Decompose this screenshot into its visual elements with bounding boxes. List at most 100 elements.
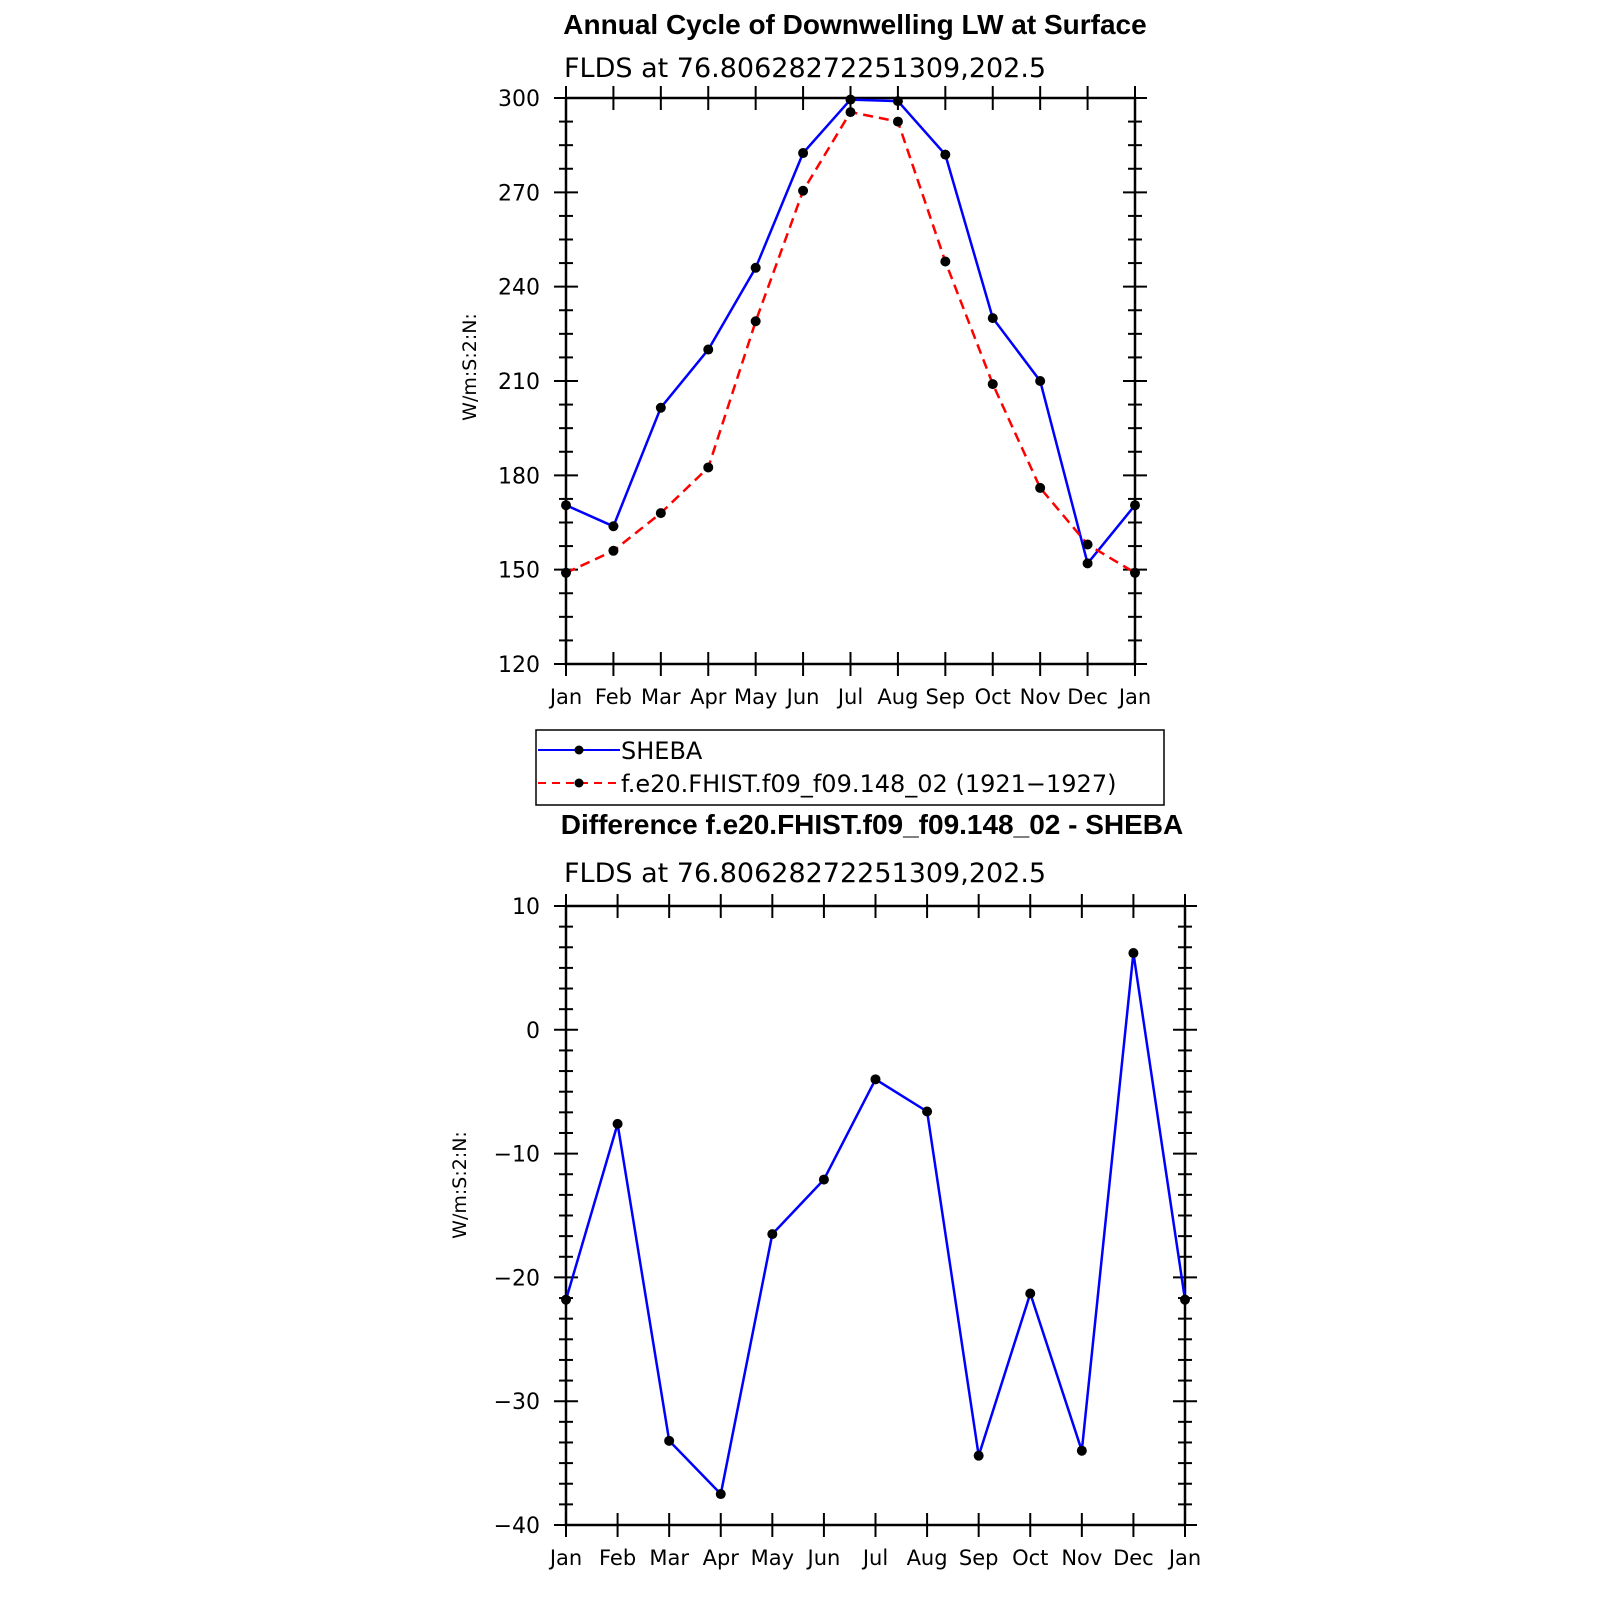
data-point-0	[940, 149, 951, 160]
x-tick-label: Nov	[1061, 1546, 1102, 1570]
data-point-1	[561, 567, 571, 578]
y-tick-label: 210	[498, 370, 540, 395]
x-tick-label: Mar	[641, 685, 681, 709]
x-tick-label: Jan	[1167, 1546, 1201, 1570]
x-tick-label: Oct	[975, 685, 1011, 709]
series-line-0	[565, 98, 1136, 565]
data-point-0	[1180, 1294, 1190, 1305]
y-axis-label: W/m:S:2:N:	[459, 313, 481, 421]
data-point-1	[1130, 567, 1140, 578]
y-tick-label: 240	[498, 276, 540, 301]
x-tick-label: Feb	[599, 1546, 636, 1570]
legend: SHEBA f.e20.FHIST.f09_f09.148_02 (1921−1…	[535, 729, 1165, 806]
plot-frame	[564, 904, 1187, 1527]
x-tick-label: Dec	[1113, 1546, 1154, 1570]
data-point-1	[1035, 482, 1046, 493]
data-point-0	[987, 313, 998, 324]
x-tick-label: Apr	[690, 685, 727, 709]
x-tick-label: Jun	[806, 1546, 841, 1570]
data-point-1	[892, 116, 903, 127]
x-tick-label: Aug	[907, 1546, 948, 1570]
legend-label-model: f.e20.FHIST.f09_f09.148_02 (1921−1927)	[621, 770, 1116, 798]
x-tick-label: May	[751, 1546, 794, 1570]
data-point-1	[703, 462, 714, 473]
plot-frame	[564, 96, 1137, 666]
data-point-0	[922, 1106, 933, 1117]
y-tick-label: 270	[498, 181, 540, 206]
x-tick-label: Jan	[548, 685, 582, 709]
y-tick-label: 120	[498, 653, 540, 678]
data-point-0	[767, 1229, 778, 1240]
data-point-0	[1082, 558, 1093, 569]
data-point-0	[750, 262, 761, 273]
data-point-0	[655, 402, 666, 413]
data-point-0	[1025, 1288, 1036, 1299]
chart-title: Difference f.e20.FHIST.f09_f09.148_02 - …	[561, 809, 1184, 840]
data-point-0	[870, 1074, 881, 1085]
y-tick-label: 150	[498, 559, 540, 584]
y-tick-label: −10	[494, 1143, 540, 1168]
y-tick-label: −20	[494, 1266, 540, 1291]
data-point-0	[798, 148, 809, 159]
data-point-0	[715, 1489, 726, 1500]
chart-subtitle: FLDS at 76.80628272251309,202.5	[564, 53, 1046, 84]
data-point-1	[987, 379, 998, 390]
x-tick-label: Nov	[1020, 685, 1061, 709]
legend-box	[535, 729, 1165, 806]
data-point-0	[561, 500, 571, 511]
data-point-0	[1128, 948, 1139, 959]
data-point-1	[750, 316, 761, 327]
series-line-0	[564, 951, 1187, 1496]
x-tick-label: Aug	[877, 685, 918, 709]
chart-subtitle: FLDS at 76.80628272251309,202.5	[564, 858, 1046, 889]
x-tick-label: Jul	[861, 1546, 888, 1570]
data-point-1	[608, 545, 619, 556]
difference-chart: Difference f.e20.FHIST.f09_f09.148_02 - …	[449, 809, 1201, 1570]
y-tick-label: 10	[512, 895, 540, 920]
x-tick-label: Jun	[785, 685, 820, 709]
data-point-0	[703, 344, 714, 355]
data-point-1	[798, 185, 809, 196]
data-point-0	[1035, 376, 1046, 386]
series-line-1	[565, 110, 1136, 574]
plot-area: −40 −30 −20 −10 0 10 Jan Feb Mar Apr May Jun Jul Aug S…	[494, 894, 1201, 1570]
legend-item-sheba: SHEBA	[538, 737, 703, 765]
legend-label-sheba: SHEBA	[621, 737, 703, 765]
x-tick-label: May	[734, 685, 777, 709]
plot-area: 120 150 180 210 240 270 300 Jan Feb Mar Apr May Jun J…	[498, 86, 1151, 709]
legend-marker-model	[574, 778, 584, 788]
data-point-0	[1076, 1445, 1087, 1456]
data-point-0	[608, 521, 619, 532]
x-tick-label: Dec	[1067, 685, 1108, 709]
y-tick-label: 300	[498, 87, 540, 112]
x-tick-label: Sep	[959, 1546, 999, 1570]
data-point-0	[892, 96, 903, 107]
x-tick-label: Jan	[548, 1546, 582, 1570]
x-tick-label: Jan	[1117, 685, 1151, 709]
chart-title: Annual Cycle of Downwelling LW at Surfac…	[563, 9, 1146, 40]
annual-cycle-chart: Annual Cycle of Downwelling LW at Surfac…	[459, 9, 1165, 806]
data-point-0	[561, 1294, 571, 1305]
x-tick-label: Feb	[595, 685, 632, 709]
y-tick-label: −30	[494, 1390, 540, 1415]
data-point-0	[664, 1435, 675, 1446]
legend-marker-sheba	[574, 745, 584, 755]
data-point-1	[845, 107, 856, 118]
x-tick-label: Mar	[649, 1546, 689, 1570]
x-tick-label: Jul	[836, 685, 863, 709]
data-point-1	[1082, 539, 1093, 550]
data-point-1	[655, 508, 666, 519]
y-tick-label: 180	[498, 464, 540, 489]
y-tick-label: 0	[526, 1019, 540, 1044]
data-point-0	[1130, 500, 1140, 511]
y-axis-label: W/m:S:2:N:	[449, 1131, 471, 1239]
y-tick-label: −40	[494, 1514, 540, 1539]
legend-item-model: f.e20.FHIST.f09_f09.148_02 (1921−1927)	[538, 770, 1116, 798]
x-tick-label: Apr	[703, 1546, 740, 1570]
x-tick-label: Sep	[926, 685, 966, 709]
data-point-0	[818, 1174, 829, 1185]
x-tick-label: Oct	[1012, 1546, 1048, 1570]
data-point-0	[845, 94, 856, 105]
data-point-1	[940, 256, 951, 267]
